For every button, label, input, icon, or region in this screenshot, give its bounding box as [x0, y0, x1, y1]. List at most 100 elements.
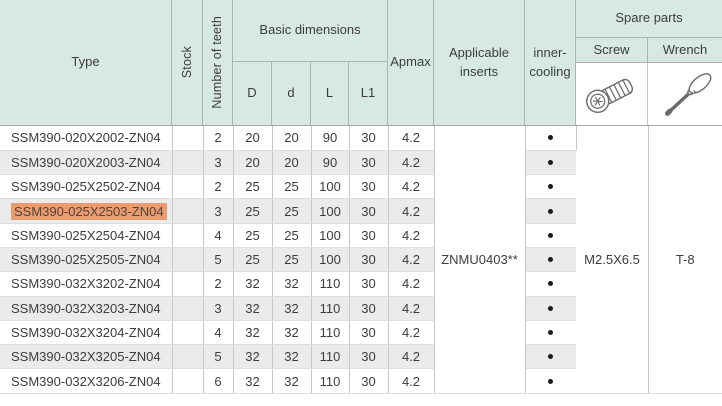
dim-d-cell: 25	[272, 198, 312, 224]
dim-D-cell: 32	[233, 271, 273, 297]
dim-D-cell: 25	[233, 223, 273, 248]
header-basic-dimensions-group: Basic dimensions D d L L1	[233, 0, 388, 125]
dim-d-cell: 32	[272, 271, 312, 297]
stock-cell	[172, 198, 204, 224]
stock-cell	[172, 223, 204, 248]
dim-L-cell: 100	[311, 198, 350, 224]
type-cell[interactable]: SSM390-032X3204-ZN04	[0, 320, 173, 346]
spec-table: SSM390-020X2002-ZN04 2 20 20 90 30 4.2 ZNMU0403…	[0, 126, 722, 394]
apmax-cell: 4.2	[388, 174, 435, 200]
apmax-cell: 4.2	[388, 344, 435, 370]
header-wrench: Wrench	[648, 38, 722, 62]
teeth-cell: 5	[203, 344, 234, 370]
type-cell[interactable]: SSM390-025X2502-ZN04	[0, 174, 173, 200]
inserts-label-line2: inserts	[459, 63, 499, 79]
type-cell[interactable]: SSM390-032X3202-ZN04	[0, 271, 173, 297]
header-stock: Stock	[172, 0, 203, 125]
header-number-of-teeth: Number of teeth	[203, 0, 233, 125]
table-row: SSM390-032X3206-ZN04 6 32 32 110 30 4.2	[0, 368, 722, 394]
dim-L-cell: 100	[311, 174, 350, 200]
header-dim-D: D	[233, 62, 272, 125]
dim-D-cell: 20	[233, 150, 273, 176]
dim-L-cell: 110	[311, 296, 350, 321]
header-basic-dimensions: Basic dimensions	[233, 0, 388, 62]
teeth-cell: 3	[203, 296, 234, 321]
stock-cell	[172, 247, 204, 273]
dim-d-cell: 25	[272, 223, 312, 248]
table-row: SSM390-020X2003-ZN04 3 20 20 90 30 4.2	[0, 150, 722, 176]
highlighted-type-text[interactable]: SSM390-025X2503-ZN04	[11, 202, 167, 220]
type-cell[interactable]: SSM390-032X3203-ZN04	[0, 296, 173, 321]
table-row: SSM390-032X3203-ZN04 3 32 32 110 30 4.2	[0, 296, 722, 321]
type-cell[interactable]: SSM390-025X2504-ZN04	[0, 223, 173, 248]
type-cell[interactable]: SSM390-025X2503-ZN04	[0, 198, 173, 224]
cooling-dot	[548, 160, 554, 165]
table-row: SSM390-032X3202-ZN04 2 32 32 110 30 4.2	[0, 271, 722, 297]
type-cell[interactable]: SSM390-032X3205-ZN04	[0, 344, 173, 370]
header-type-label: Type	[71, 54, 100, 70]
dim-D-cell: 32	[233, 296, 273, 321]
type-cell[interactable]: SSM390-020X2003-ZN04	[0, 150, 173, 176]
dim-d-cell: 32	[272, 320, 312, 346]
dim-d-cell: 25	[272, 247, 312, 273]
stock-cell	[172, 320, 204, 346]
wrench-icon	[665, 73, 712, 116]
stock-cell	[172, 368, 204, 394]
table-row: SSM390-032X3205-ZN04 5 32 32 110 30 4.2	[0, 344, 722, 370]
type-cell[interactable]: SSM390-032X3206-ZN04	[0, 368, 173, 394]
cooling-dot	[548, 354, 554, 360]
dim-L-label: L	[325, 85, 334, 101]
teeth-cell: 4	[203, 223, 234, 248]
dim-D-cell: 25	[233, 247, 273, 273]
stock-cell	[172, 150, 204, 176]
dim-d-cell: 32	[272, 296, 312, 321]
teeth-cell: 6	[203, 368, 234, 394]
wrench-spec-cell: T-8	[648, 126, 722, 394]
teeth-cell: 3	[203, 198, 234, 224]
header-type: Type	[0, 0, 172, 125]
dim-D-label: D	[247, 85, 257, 101]
dim-L1-cell: 30	[349, 320, 389, 346]
table-row: SSM390-025X2503-ZN04 3 25 25 100 30 4.2	[0, 198, 722, 224]
type-cell[interactable]: SSM390-020X2002-ZN04	[0, 126, 173, 151]
inner-cooling-cell	[525, 174, 576, 200]
teeth-cell: 3	[203, 150, 234, 176]
type-cell[interactable]: SSM390-025X2505-ZN04	[0, 247, 173, 273]
dim-L1-cell: 30	[349, 247, 389, 273]
teeth-cell: 5	[203, 247, 234, 273]
inner-cooling-cell	[525, 150, 576, 176]
header-spare-parts-group: Spare parts Screw Wrench	[576, 0, 722, 125]
header-spare-parts: Spare parts	[576, 0, 722, 38]
applicable-inserts-cell: ZNMU0403**	[434, 126, 526, 394]
dim-L1-label: L1	[360, 85, 376, 101]
dim-L-cell: 90	[311, 150, 350, 176]
dim-L-cell: 90	[311, 126, 350, 151]
teeth-cell: 2	[203, 271, 234, 297]
apmax-cell: 4.2	[388, 126, 435, 151]
screw-icon	[585, 78, 633, 113]
cooling-label-line2: cooling	[529, 63, 571, 79]
dim-L-cell: 110	[311, 344, 350, 370]
dim-L1-cell: 30	[349, 126, 389, 151]
dim-d-cell: 32	[272, 344, 312, 370]
apmax-cell: 4.2	[388, 150, 435, 176]
cooling-dot	[548, 208, 554, 214]
teeth-cell: 4	[203, 320, 234, 346]
header-dim-d: d	[272, 62, 311, 125]
dim-L-cell: 100	[311, 247, 350, 273]
inner-cooling-cell	[525, 198, 576, 224]
inner-cooling-cell	[525, 320, 576, 346]
dim-L-cell: 110	[311, 271, 350, 297]
table-body: SSM390-020X2002-ZN04 2 20 20 90 30 4.2 ZNMU0403…	[0, 126, 722, 394]
dim-D-cell: 32	[233, 368, 273, 394]
apmax-cell: 4.2	[388, 223, 435, 248]
dim-L1-cell: 30	[349, 223, 389, 248]
apmax-cell: 4.2	[388, 296, 435, 321]
stock-cell	[172, 296, 204, 321]
dim-D-cell: 25	[233, 174, 273, 200]
table-row: SSM390-032X3204-ZN04 4 32 32 110 30 4.2	[0, 320, 722, 346]
header-dim-L1: L1	[349, 62, 388, 125]
cooling-dot	[548, 232, 554, 238]
apmax-cell: 4.2	[388, 247, 435, 273]
